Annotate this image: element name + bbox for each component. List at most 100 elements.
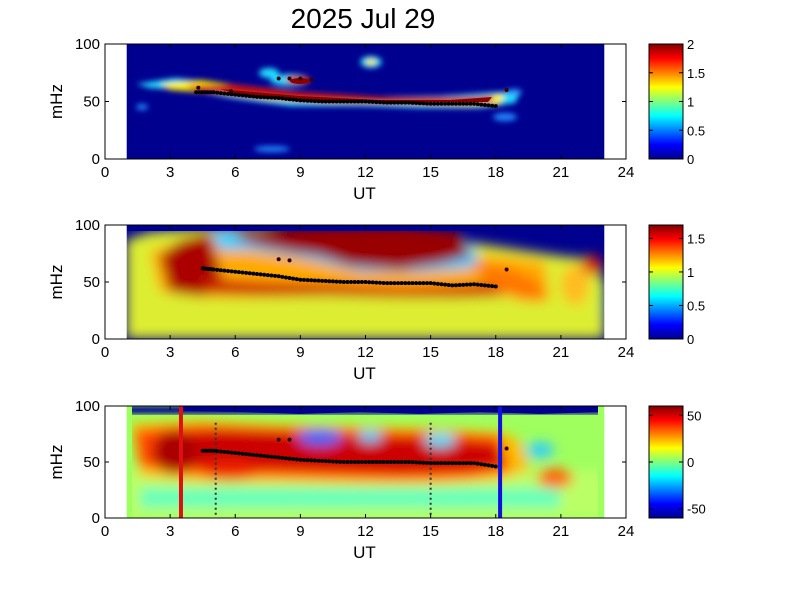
- figure-title: 2025 Jul 29: [291, 3, 436, 34]
- peak-trace-point: [414, 101, 419, 106]
- colorbar-tick-label: 0.5: [687, 298, 705, 313]
- peak-trace-point: [356, 280, 361, 284]
- peak-trace-point: [247, 452, 252, 457]
- peak-trace-point: [240, 93, 245, 98]
- peak-trace-point: [276, 274, 281, 279]
- colorbar-tick-label: -50: [687, 502, 706, 517]
- peak-trace-point: [403, 460, 408, 464]
- extra-point: [287, 76, 292, 81]
- peak-trace-point: [208, 90, 213, 95]
- peak-trace-point: [439, 461, 444, 466]
- peak-trace-point: [399, 460, 404, 464]
- peak-trace-point: [464, 461, 469, 466]
- x-tick-label: 15: [422, 344, 439, 361]
- x-tick-label: 12: [357, 344, 374, 361]
- peak-trace-point: [320, 278, 325, 283]
- peak-trace-point: [472, 101, 477, 106]
- peak-trace-point: [446, 101, 451, 106]
- peak-trace-point: [222, 268, 227, 273]
- x-axis-label: UT: [353, 184, 376, 203]
- extra-point: [504, 267, 509, 272]
- y-tick-label: 50: [83, 94, 100, 111]
- peak-trace-point: [406, 100, 411, 105]
- peak-trace-point: [298, 277, 303, 282]
- peak-trace-point: [453, 461, 458, 466]
- peak-trace-point: [258, 95, 263, 100]
- peak-trace-point: [301, 277, 306, 282]
- colorbar-gradient: [648, 43, 684, 160]
- peak-trace-point: [323, 279, 328, 284]
- extra-point: [287, 437, 292, 442]
- peak-trace-point: [457, 283, 462, 288]
- x-tick-label: 24: [618, 523, 635, 540]
- peak-trace-point: [457, 101, 462, 106]
- peak-trace-point: [472, 282, 477, 287]
- peak-trace-point: [298, 98, 303, 103]
- peak-trace-point: [280, 96, 285, 101]
- peak-trace-point: [482, 102, 487, 107]
- peak-trace-point: [381, 100, 386, 105]
- panel-1-peak-trace: [194, 76, 509, 109]
- peak-trace-point: [258, 272, 263, 277]
- extra-point: [276, 257, 281, 262]
- peak-trace-point: [327, 99, 332, 104]
- colorbar-tick-label: 0: [687, 332, 694, 347]
- colorbar-gradient: [648, 224, 684, 340]
- peak-trace-point: [291, 97, 296, 102]
- extra-point: [276, 76, 281, 81]
- peak-trace-point: [236, 451, 241, 456]
- extra-point: [287, 258, 292, 263]
- peak-trace-point: [222, 91, 227, 96]
- x-tick-label: 6: [231, 164, 239, 181]
- peak-trace-point: [211, 448, 216, 453]
- peak-trace-point: [461, 282, 466, 287]
- peak-trace-point: [251, 271, 256, 276]
- peak-trace-point: [385, 460, 390, 464]
- peak-trace-point: [215, 449, 220, 454]
- peak-trace-point: [439, 101, 444, 106]
- peak-trace-point: [287, 456, 292, 461]
- peak-trace-point: [287, 276, 292, 281]
- peak-trace-point: [341, 280, 346, 284]
- extra-point: [298, 76, 303, 81]
- peak-trace-point: [269, 95, 274, 100]
- x-tick-label: 18: [487, 164, 504, 181]
- peak-trace-point: [262, 272, 267, 277]
- peak-trace-point: [301, 98, 306, 103]
- peak-trace-point: [222, 449, 227, 454]
- peak-trace-point: [349, 280, 354, 284]
- peak-trace-point: [370, 99, 375, 104]
- peak-trace-point: [475, 461, 480, 466]
- peak-trace-point: [202, 90, 207, 95]
- x-axis-label: UT: [353, 364, 376, 383]
- x-tick-label: 15: [422, 164, 439, 181]
- peak-trace-point: [468, 101, 473, 106]
- peak-trace-point: [280, 274, 285, 279]
- peak-trace-point: [247, 94, 252, 99]
- peak-trace-point: [251, 452, 256, 457]
- no-data-region-right: [604, 44, 626, 159]
- peak-trace-point: [453, 283, 458, 288]
- peak-trace-point: [406, 281, 411, 286]
- x-tick-label: 9: [296, 344, 304, 361]
- no-data-region-right: [604, 406, 626, 518]
- peak-trace-point: [247, 271, 252, 276]
- peak-trace-point: [233, 451, 238, 456]
- peak-trace-point: [468, 461, 473, 466]
- peak-trace-point: [410, 281, 415, 286]
- peak-trace-point: [273, 455, 278, 460]
- peak-trace-point: [421, 101, 426, 106]
- peak-trace-point: [349, 460, 354, 464]
- peak-trace-point: [356, 99, 361, 104]
- peak-trace-point: [218, 91, 223, 96]
- peak-trace-point: [273, 273, 278, 278]
- peak-trace-point: [254, 94, 259, 99]
- x-tick-label: 18: [487, 523, 504, 540]
- peak-trace-point: [464, 101, 469, 106]
- peak-trace-point: [421, 460, 426, 465]
- peak-trace-point: [327, 279, 332, 284]
- peak-trace-point: [352, 280, 357, 284]
- peak-trace-point: [194, 90, 199, 95]
- peak-trace-point: [490, 103, 495, 108]
